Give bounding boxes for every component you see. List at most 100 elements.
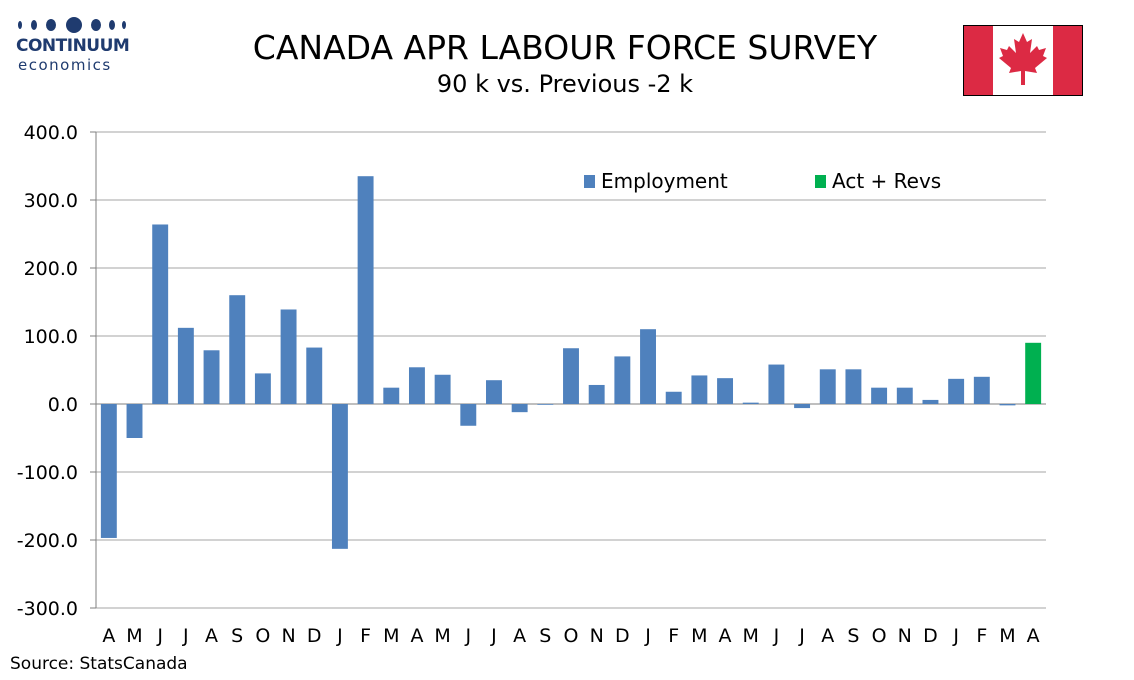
bar (845, 369, 862, 404)
x-tick-label: M (999, 625, 1015, 647)
x-tick-label: D (923, 625, 938, 647)
bar (460, 404, 477, 426)
x-tick-label: F (668, 625, 679, 647)
x-tick-label: A (821, 625, 834, 647)
y-tick-label: -200.0 (17, 530, 78, 552)
legend-swatch-employment (584, 175, 595, 188)
logo-word: CONTINUUM (16, 36, 130, 56)
bar (768, 364, 785, 404)
bar (126, 404, 143, 438)
x-tick-label: J (336, 625, 343, 647)
x-tick-label: J (182, 625, 189, 647)
y-tick-label: 400.0 (24, 122, 78, 144)
source-note: Source: StatsCanada (10, 654, 188, 674)
bar (819, 369, 836, 404)
x-tick-label: D (307, 625, 322, 647)
bar (896, 387, 913, 404)
legend-label-employment: Employment (601, 169, 728, 193)
y-tick-label: -100.0 (17, 462, 78, 484)
bar (999, 404, 1016, 406)
x-tick-label: M (126, 625, 142, 647)
bar (614, 356, 631, 404)
bar (922, 399, 939, 404)
chart-title: CANADA APR LABOUR FORCE SURVEY (252, 28, 878, 67)
y-tick-label: 200.0 (24, 258, 78, 280)
bar (640, 329, 656, 404)
x-tick-label: N (898, 625, 912, 647)
x-tick-label: O (872, 625, 887, 647)
bar (1025, 342, 1042, 404)
x-tick-label: J (773, 625, 780, 647)
bar (691, 375, 708, 404)
x-tick-label: J (156, 625, 163, 647)
gridlines (95, 131, 1046, 609)
x-tick-label: M (383, 625, 399, 647)
x-tick-label: A (1027, 625, 1040, 647)
y-axis-ticks: 400.0 300.0 200.0 100.0 0.0 -100.0 -200.0 -300.… (17, 122, 96, 620)
bar (177, 327, 194, 404)
x-tick-label: N (590, 625, 604, 647)
logo: CONTINUUM economics (14, 14, 144, 76)
bar (871, 387, 888, 404)
bar (973, 376, 990, 404)
bar (100, 404, 117, 538)
bar (794, 404, 811, 409)
x-tick-label: S (847, 625, 859, 647)
bar (434, 374, 451, 404)
x-tick-label: O (564, 625, 579, 647)
bar (563, 348, 579, 404)
x-tick-label: A (719, 625, 732, 647)
x-tick-label: F (360, 625, 371, 647)
logo-dots-icon (18, 17, 126, 33)
x-tick-label: J (490, 625, 497, 647)
x-tick-label: A (410, 625, 423, 647)
bar (254, 373, 271, 404)
bars (100, 176, 1042, 549)
x-tick-label: J (952, 625, 959, 647)
maple-leaf-icon (999, 33, 1047, 85)
bar (588, 384, 605, 404)
y-tick-label: 0.0 (48, 394, 78, 416)
bar (717, 378, 734, 404)
logo-subword: economics (18, 56, 112, 74)
chart-subtitle: 90 k vs. Previous -2 k (436, 70, 694, 98)
bar (229, 295, 246, 404)
x-tick-label: M (434, 625, 450, 647)
bar (537, 404, 554, 405)
x-tick-label: F (976, 625, 987, 647)
bar (203, 350, 220, 404)
legend-swatch-act-revs (815, 175, 826, 188)
x-tick-label: M (743, 625, 759, 647)
legend-label-act-revs: Act + Revs (832, 169, 941, 193)
bar (383, 387, 400, 404)
x-tick-label: A (102, 625, 115, 647)
bar (331, 404, 348, 549)
bar (306, 347, 323, 404)
y-tick-label: 100.0 (24, 326, 78, 348)
bar (152, 224, 169, 404)
x-tick-label: S (539, 625, 551, 647)
x-tick-label: J (464, 625, 471, 647)
legend: Employment Act + Revs (584, 169, 941, 193)
x-tick-label: A (205, 625, 218, 647)
bar (486, 380, 502, 404)
bar (742, 402, 759, 404)
bar (280, 309, 297, 404)
bar (357, 176, 374, 404)
x-tick-label: D (615, 625, 630, 647)
x-tick-label: J (798, 625, 805, 647)
x-tick-label: N (281, 625, 295, 647)
bar (408, 367, 425, 404)
canada-flag-icon (963, 25, 1083, 96)
x-tick-label: S (231, 625, 243, 647)
x-tick-label: A (513, 625, 526, 647)
bar (665, 391, 682, 404)
x-tick-label: M (691, 625, 707, 647)
x-tick-label: J (644, 625, 651, 647)
x-tick-label: O (255, 625, 270, 647)
y-tick-label: 300.0 (24, 190, 78, 212)
bar (948, 378, 965, 404)
bar (511, 404, 528, 413)
